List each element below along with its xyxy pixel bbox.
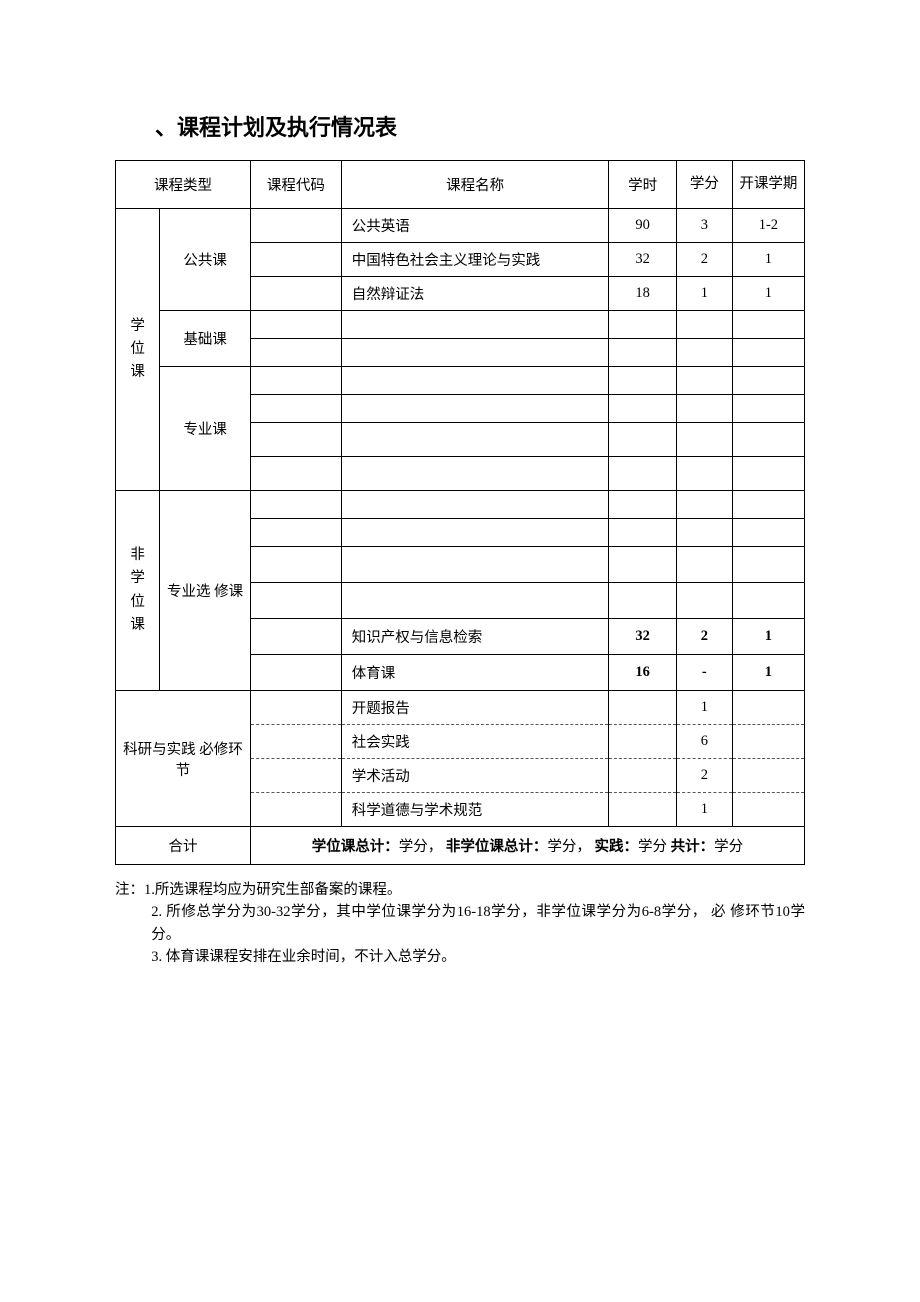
footnotes: 注：1.所选课程均应为研究生部备案的课程。 2. 所修总学分为30-32学分，其…: [115, 879, 805, 969]
cell-credits: 3: [676, 209, 732, 243]
cell-hours: 32: [609, 243, 677, 277]
section-elective: 专业选 修课: [160, 491, 251, 691]
header-code: 课程代码: [250, 161, 341, 209]
cell-name: 学术活动: [341, 759, 609, 793]
cell-term: 1: [732, 655, 804, 691]
section-major: 专业课: [160, 367, 251, 491]
header-type: 课程类型: [116, 161, 251, 209]
cell-credits: 1: [676, 793, 732, 827]
cell-term: 1: [732, 243, 804, 277]
cell-code: [250, 277, 341, 311]
cell-name: 知识产权与信息检索: [341, 619, 609, 655]
header-hours: 学时: [609, 161, 677, 209]
summary-row: 合计 学位课总计：学分， 非学位课总计：学分， 实践：学分 共计：学分: [116, 827, 805, 865]
summary-text: 学位课总计：学分， 非学位课总计：学分， 实践：学分 共计：学分: [250, 827, 804, 865]
section-total: 合计: [116, 827, 251, 865]
table-row: 专业课: [116, 367, 805, 395]
section-basic: 基础课: [160, 311, 251, 367]
section-practice: 科研与实践 必修环节: [116, 691, 251, 827]
course-plan-table: 课程类型 课程代码 课程名称 学时 学分 开课学期 学位课 公共课 公共英语 9…: [115, 160, 805, 865]
table-header-row: 课程类型 课程代码 课程名称 学时 学分 开课学期: [116, 161, 805, 209]
cell-code: [250, 243, 341, 277]
note-2: 2. 所修总学分为30-32学分，其中学位课学分为16-18学分，非学位课学分为…: [115, 901, 805, 946]
header-term: 开课学期: [732, 161, 804, 209]
table-row: 基础课: [116, 311, 805, 339]
cell-credits: -: [676, 655, 732, 691]
cell-name: 中国特色社会主义理论与实践: [341, 243, 609, 277]
table-row: 科研与实践 必修环节 开题报告 1: [116, 691, 805, 725]
cell-credits: 1: [676, 691, 732, 725]
cell-hours: 90: [609, 209, 677, 243]
cell-credits: 2: [676, 243, 732, 277]
note-3: 3. 体育课课程安排在业余时间，不计入总学分。: [115, 946, 805, 968]
cell-term: 1: [732, 277, 804, 311]
cell-name: 社会实践: [341, 725, 609, 759]
cell-credits: 2: [676, 619, 732, 655]
cell-credits: 1: [676, 277, 732, 311]
cell-hours: 18: [609, 277, 677, 311]
note-1: 注：1.所选课程均应为研究生部备案的课程。: [115, 879, 805, 901]
cell-credits: 2: [676, 759, 732, 793]
cell-hours: 32: [609, 619, 677, 655]
cell-code: [250, 209, 341, 243]
cell-hours: [609, 691, 677, 725]
cell-term: 1: [732, 619, 804, 655]
cell-name: 自然辩证法: [341, 277, 609, 311]
cell-term: [732, 691, 804, 725]
cell-name: 开题报告: [341, 691, 609, 725]
cell-term: 1-2: [732, 209, 804, 243]
table-row: 非学位课 专业选 修课: [116, 491, 805, 519]
header-name: 课程名称: [341, 161, 609, 209]
section-public: 公共课: [160, 209, 251, 311]
page-title: 、课程计划及执行情况表: [155, 110, 805, 142]
section-nondegree: 非学位课: [116, 491, 160, 691]
cell-name: 科学道德与学术规范: [341, 793, 609, 827]
header-credits: 学分: [676, 161, 732, 209]
cell-hours: 16: [609, 655, 677, 691]
table-row: 学位课 公共课 公共英语 90 3 1-2: [116, 209, 805, 243]
section-degree: 学位课: [116, 209, 160, 491]
cell-credits: 6: [676, 725, 732, 759]
cell-name: 公共英语: [341, 209, 609, 243]
cell-name: 体育课: [341, 655, 609, 691]
